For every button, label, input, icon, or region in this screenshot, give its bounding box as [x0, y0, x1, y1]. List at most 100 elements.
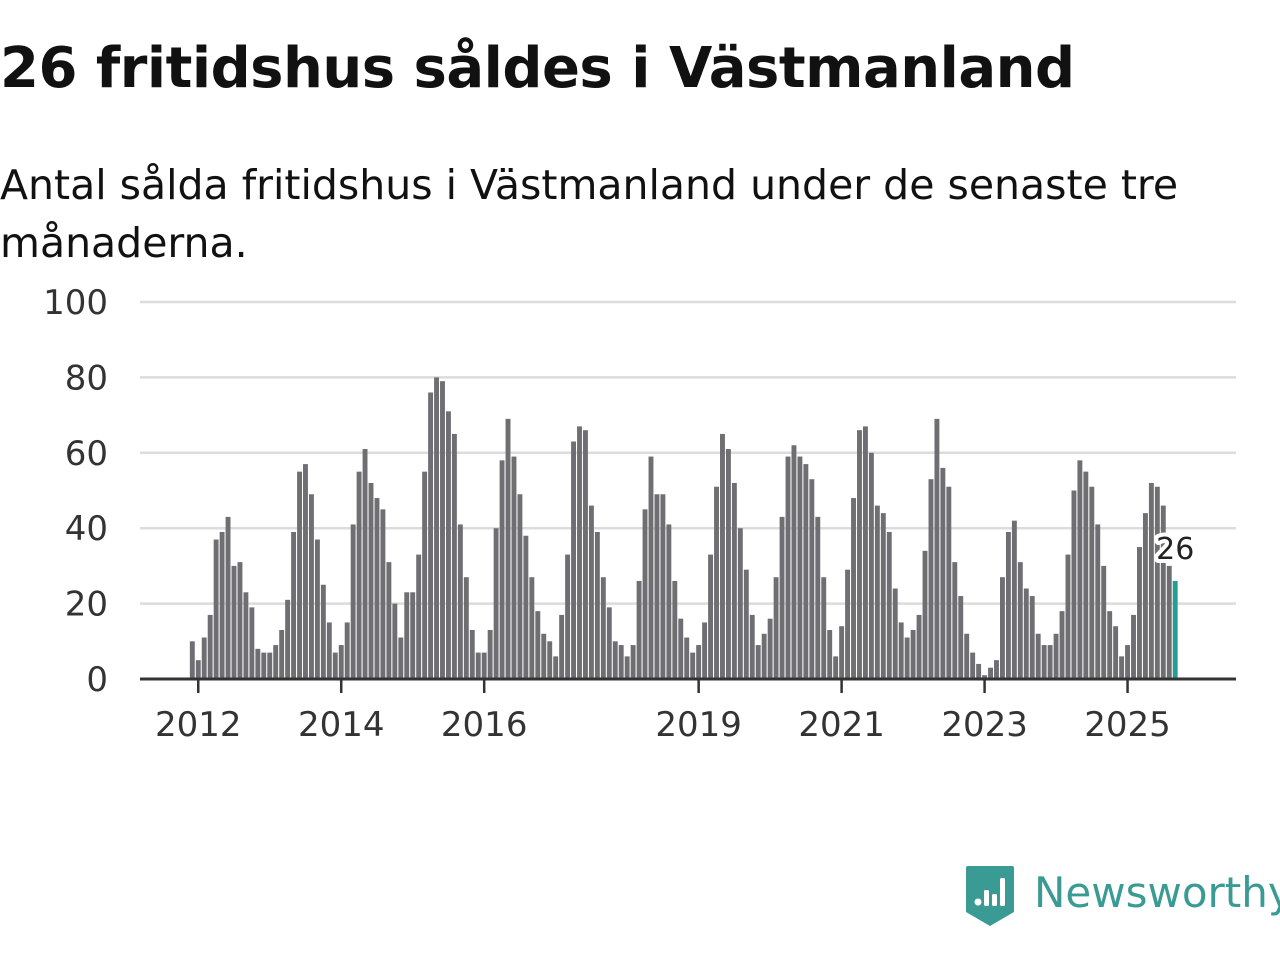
- bar: [851, 498, 856, 679]
- bar: [833, 656, 839, 679]
- bar: [487, 629, 493, 679]
- bar: [207, 614, 213, 679]
- bar: [326, 622, 332, 679]
- bar: [773, 577, 779, 679]
- bar: [761, 633, 767, 679]
- bar: [404, 592, 410, 679]
- bar: [499, 460, 505, 679]
- bar: [886, 531, 892, 679]
- chart-subtitle: Antal sålda fritidshus i Västmanland und…: [0, 161, 1179, 267]
- bar: [314, 539, 320, 679]
- bar: [1029, 596, 1035, 679]
- bar: [255, 648, 261, 679]
- bar: [1005, 531, 1011, 679]
- bar: [475, 652, 481, 679]
- bar: [392, 603, 398, 679]
- bar: [636, 580, 642, 679]
- bar: [529, 577, 535, 679]
- bar: [374, 498, 380, 679]
- bar: [928, 479, 934, 679]
- bar: [583, 430, 588, 679]
- bar: [749, 614, 755, 679]
- bar: [994, 660, 999, 679]
- bar: [624, 656, 630, 679]
- bars: [189, 377, 1178, 679]
- bar: [725, 449, 731, 679]
- bar: [1166, 565, 1172, 679]
- bar: [344, 622, 350, 679]
- bar: [440, 381, 445, 679]
- bar: [332, 652, 338, 679]
- bar: [451, 433, 457, 679]
- bar: [648, 456, 654, 679]
- bar: [1047, 645, 1053, 679]
- bar: [398, 637, 404, 679]
- bar: [1160, 505, 1166, 679]
- bar: [481, 652, 487, 679]
- bar: [731, 482, 737, 679]
- bar: [612, 641, 618, 679]
- bar: [469, 629, 475, 679]
- bar: [505, 418, 511, 679]
- bar: [434, 377, 439, 679]
- bar: [845, 569, 851, 679]
- bar: [386, 562, 392, 679]
- y-tick-label: 100: [43, 283, 108, 323]
- bar: [988, 667, 993, 679]
- bar: [970, 652, 976, 679]
- bar: [714, 486, 719, 679]
- bar: [868, 452, 874, 679]
- bar: [368, 482, 374, 679]
- newsworthy-logo: Newsworthy: [964, 864, 1280, 928]
- bar: [338, 645, 344, 679]
- x-tick-label: 2021: [798, 705, 885, 745]
- bar: [678, 618, 684, 679]
- bar: [791, 445, 797, 679]
- bar: [684, 637, 690, 679]
- bar: [308, 494, 314, 679]
- x-tick-label: 2025: [1084, 705, 1171, 745]
- bar: [577, 426, 582, 679]
- x-tick-label: 2019: [655, 705, 742, 745]
- bar: [767, 618, 773, 679]
- bar: [273, 645, 279, 679]
- bar: [1107, 611, 1113, 679]
- bar: [511, 456, 517, 679]
- chart-title: 26 fritidshus såldes i Västmanland: [0, 36, 1075, 101]
- bar: [779, 516, 785, 679]
- bar: [785, 456, 791, 679]
- bar: [1059, 611, 1065, 679]
- bar: [261, 652, 267, 679]
- bar: [803, 464, 809, 679]
- bar: [600, 577, 606, 679]
- bar: [249, 607, 255, 679]
- bar: [862, 426, 868, 679]
- bar: [457, 524, 463, 679]
- newsworthy-logo-text: Newsworthy: [1034, 867, 1280, 917]
- bar: [559, 614, 565, 679]
- bar: [618, 645, 624, 679]
- y-tick-label: 40: [65, 509, 108, 549]
- bar: [1131, 614, 1136, 679]
- bar: [1142, 513, 1148, 679]
- bar-latest: [1172, 580, 1178, 679]
- bar: [976, 663, 982, 679]
- bar: [1125, 645, 1130, 679]
- bar: [446, 411, 451, 679]
- bar: [672, 580, 678, 679]
- latest-value-label: 26: [1156, 532, 1194, 567]
- bar: [660, 494, 666, 679]
- bar: [588, 505, 594, 679]
- bar: [708, 554, 714, 679]
- bar: [535, 611, 541, 679]
- newsworthy-logo-icon: [966, 866, 1014, 926]
- bar: [225, 516, 231, 679]
- bar: [809, 479, 815, 679]
- bar: [362, 449, 368, 679]
- x-tick-label: 2023: [941, 705, 1028, 745]
- bar: [243, 592, 249, 679]
- grid-lines: [140, 300, 1236, 605]
- bar: [189, 641, 195, 679]
- bar: [797, 456, 803, 679]
- bar: [493, 528, 499, 679]
